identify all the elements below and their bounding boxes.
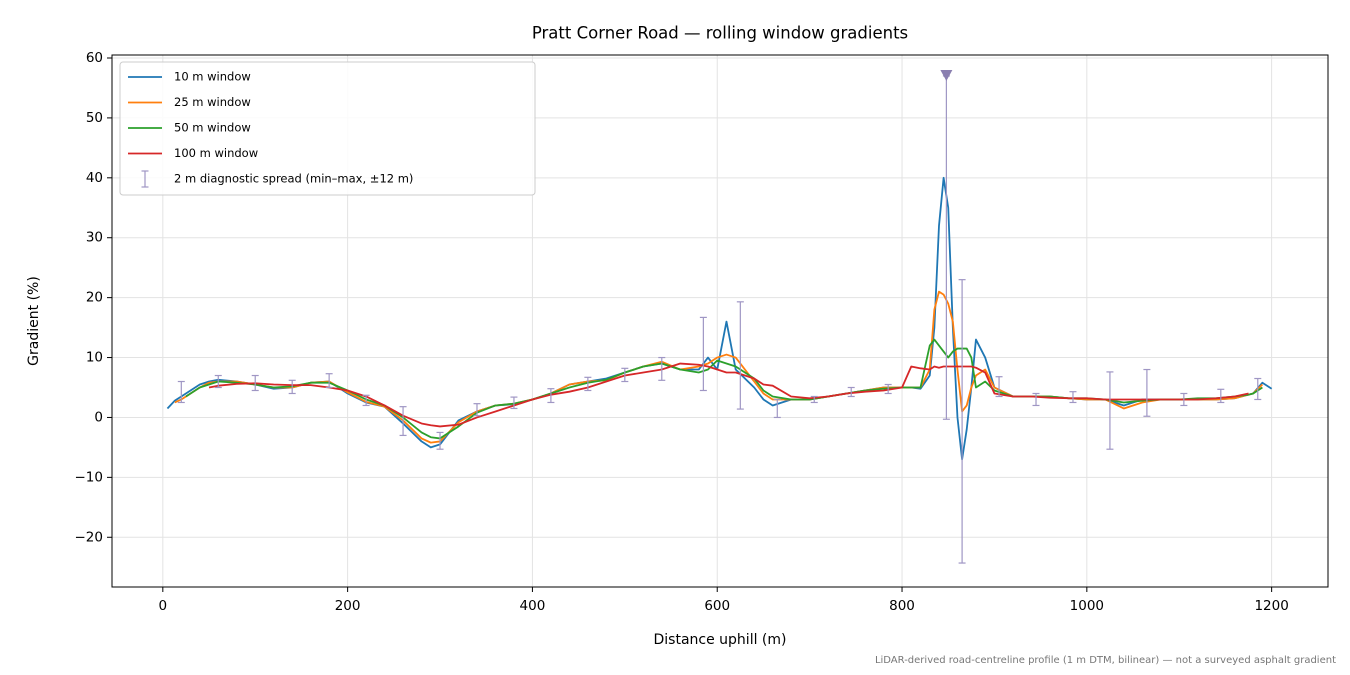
y-tick-label: 20 [86,290,103,306]
legend-label: 50 m window [174,121,251,135]
footnote: LiDAR-derived road-centreline profile (1… [875,655,1336,666]
error-bar [288,379,296,395]
error-bar [547,388,555,404]
series-line [174,290,1264,444]
x-tick-label: 1200 [1254,598,1288,614]
error-bar [251,374,259,392]
error-bar [773,398,781,419]
y-tick-label: −20 [75,529,104,545]
y-tick-label: 40 [86,170,103,186]
y-tick-label: 60 [86,50,103,66]
x-tick-label: 600 [704,598,730,614]
error-bar [362,394,370,407]
legend-label: 2 m diagnostic spread (min–max, ±12 m) [174,172,413,186]
error-bar [958,279,966,564]
legend-label: 100 m window [174,146,258,160]
legend-box [119,61,536,196]
error-bar [942,75,950,420]
error-bar [884,383,892,395]
x-tick-label: 800 [889,598,915,614]
error-bar [399,406,407,437]
error-bar [810,395,818,404]
error-bar [436,431,444,450]
plot-area [166,69,1273,564]
plot-frame [111,54,1329,588]
error-bar [325,373,333,389]
y-tick-label: 50 [86,110,103,126]
error-bar [1217,388,1225,404]
legend-label: 10 m window [174,70,251,84]
x-tick-label: 200 [335,598,361,614]
error-bar [510,396,518,410]
y-tick-label: −10 [75,469,104,485]
y-tick-label: 0 [94,409,103,425]
error-bar [1143,368,1151,417]
error-bar [1180,392,1188,407]
legend: 10 m window 25 m window 50 m window 100 m w… [119,61,536,196]
legend-label: 25 m window [174,95,251,109]
error-bar [658,356,666,381]
error-bar [1106,371,1114,450]
error-bar [1069,391,1077,404]
x-tick-label: 1000 [1070,598,1104,614]
overflow-marker [940,69,953,81]
y-tick-label: 10 [86,350,103,366]
error-bar [736,301,744,410]
x-tick-label: 400 [520,598,546,614]
axes: 0 200 400 600 800 1000 1200 −20 −10 0 10 20 30 40 50 60… [75,50,1329,614]
series-line [208,362,1249,428]
y-tick-label: 30 [86,230,103,246]
error-bar [699,316,707,392]
chart-title: Pratt Corner Road — rolling window gradi… [532,24,908,43]
error-bar [214,374,222,389]
error-bar [1254,377,1262,401]
y-axis-label: Gradient (%) [26,276,42,366]
error-bar [584,376,592,392]
error-bar [995,376,1003,398]
x-tick-label: 0 [159,598,168,614]
error-bar [847,386,855,398]
error-bar [621,367,629,383]
error-bar [1032,392,1040,407]
x-axis-label: Distance uphill (m) [654,632,787,648]
error-bar [473,403,481,417]
error-bar [177,380,185,404]
